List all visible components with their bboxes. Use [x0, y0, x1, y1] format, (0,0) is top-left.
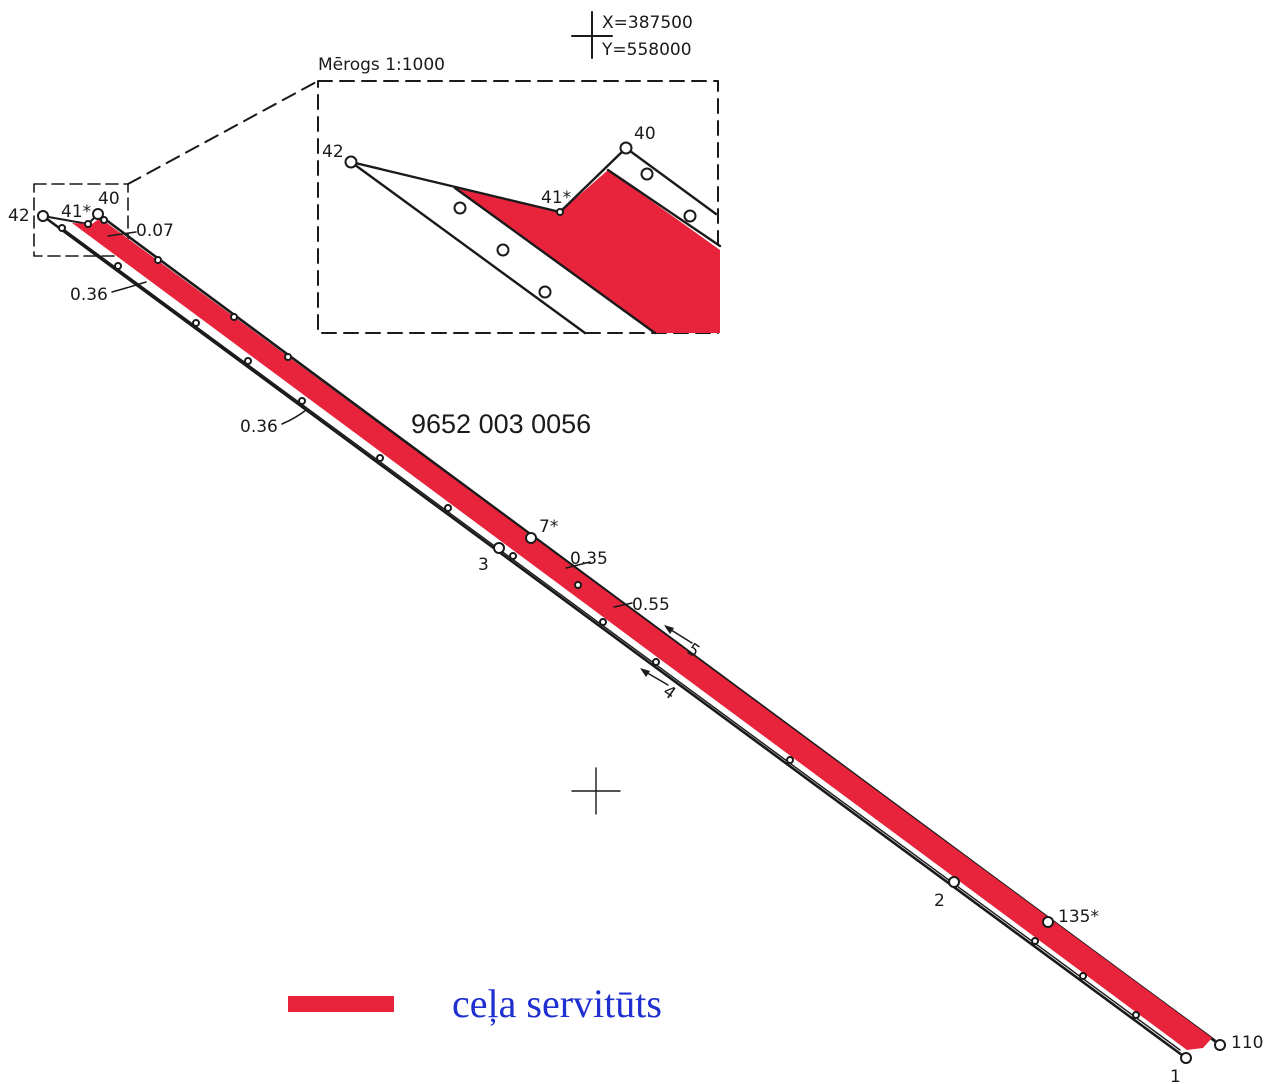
parcel-id: 9652 003 0056: [411, 409, 591, 439]
point-41-label: 41*: [61, 202, 91, 222]
coordinate-x: X=387500: [602, 13, 693, 33]
point-41-marker: [84, 220, 92, 228]
point-40-label: 40: [98, 189, 120, 209]
point-42-label: 42: [8, 206, 30, 226]
point-40-marker: [92, 208, 104, 220]
point-135-label: 135*: [1058, 907, 1099, 927]
marker: [444, 504, 452, 512]
marker: [192, 319, 200, 327]
marker: [1079, 972, 1087, 980]
marker: [509, 552, 517, 560]
legend-swatch: [288, 996, 394, 1012]
point-3-label: 3: [478, 555, 489, 575]
point-42-marker: [37, 210, 49, 222]
marker: [58, 224, 66, 232]
inset-frame: [33, 80, 719, 334]
marker: [652, 658, 660, 666]
marker: [786, 756, 794, 764]
width-label-0-07: 0.07: [136, 221, 174, 241]
inset-servitude-area: [455, 170, 720, 333]
point-2-marker: [948, 876, 960, 888]
marker: [376, 454, 384, 462]
coordinate-y: Y=558000: [601, 40, 692, 60]
point-7-label: 7*: [539, 517, 558, 537]
inset-point-41-marker: [556, 208, 564, 216]
marker: [1132, 1011, 1140, 1019]
marker: [244, 357, 252, 365]
marker: [574, 581, 582, 589]
inset-point-42-label: 42: [322, 142, 344, 162]
point-135-marker: [1042, 916, 1054, 928]
width-label-0-35: 0.35: [570, 549, 608, 569]
marker: [1031, 937, 1039, 945]
point-110-label: 110: [1231, 1033, 1263, 1053]
coordinate-cross-center: [571, 767, 621, 815]
point-1-label: 1: [1170, 1067, 1181, 1084]
width-label-0-36-upper: 0.36: [70, 285, 108, 305]
arrow-head: [664, 625, 674, 634]
point-110-marker: [1214, 1039, 1226, 1051]
marker: [100, 216, 108, 224]
marker: [230, 313, 238, 321]
inset-point-41-label: 41*: [541, 188, 571, 208]
marker: [154, 256, 162, 264]
inset-marker: [683, 209, 697, 223]
marker: [284, 353, 292, 361]
inset-point-42-marker: [344, 155, 358, 169]
inset-marker: [640, 167, 654, 181]
marker: [114, 262, 122, 270]
marker: [599, 618, 607, 626]
point-3-marker: [493, 542, 505, 554]
inset-marker: [453, 201, 467, 215]
inset-marker: [538, 285, 552, 299]
point-7-marker: [525, 532, 537, 544]
arrow-head: [640, 668, 650, 677]
width-leaders: [107, 231, 633, 608]
point-1-marker: [1180, 1052, 1192, 1064]
inset-marker: [496, 243, 510, 257]
legend-label: ceļa servitūts: [452, 981, 662, 1026]
boundary-markers: [58, 216, 1140, 1019]
width-label-0-36-lower: 0.36: [240, 417, 278, 437]
coordinate-cross-top: [571, 11, 613, 59]
width-label-0-55: 0.55: [632, 595, 670, 615]
marker: [298, 397, 306, 405]
inset-detail: [344, 141, 722, 335]
scale-label: Mērogs 1:1000: [318, 55, 445, 75]
direction-arrows: [640, 625, 693, 686]
inset-point-40-label: 40: [634, 124, 656, 144]
servitude-strip: [72, 218, 1212, 1050]
point-2-label: 2: [934, 891, 945, 911]
direction-label-4: 4: [659, 682, 679, 705]
inset-point-40-marker: [619, 141, 633, 155]
